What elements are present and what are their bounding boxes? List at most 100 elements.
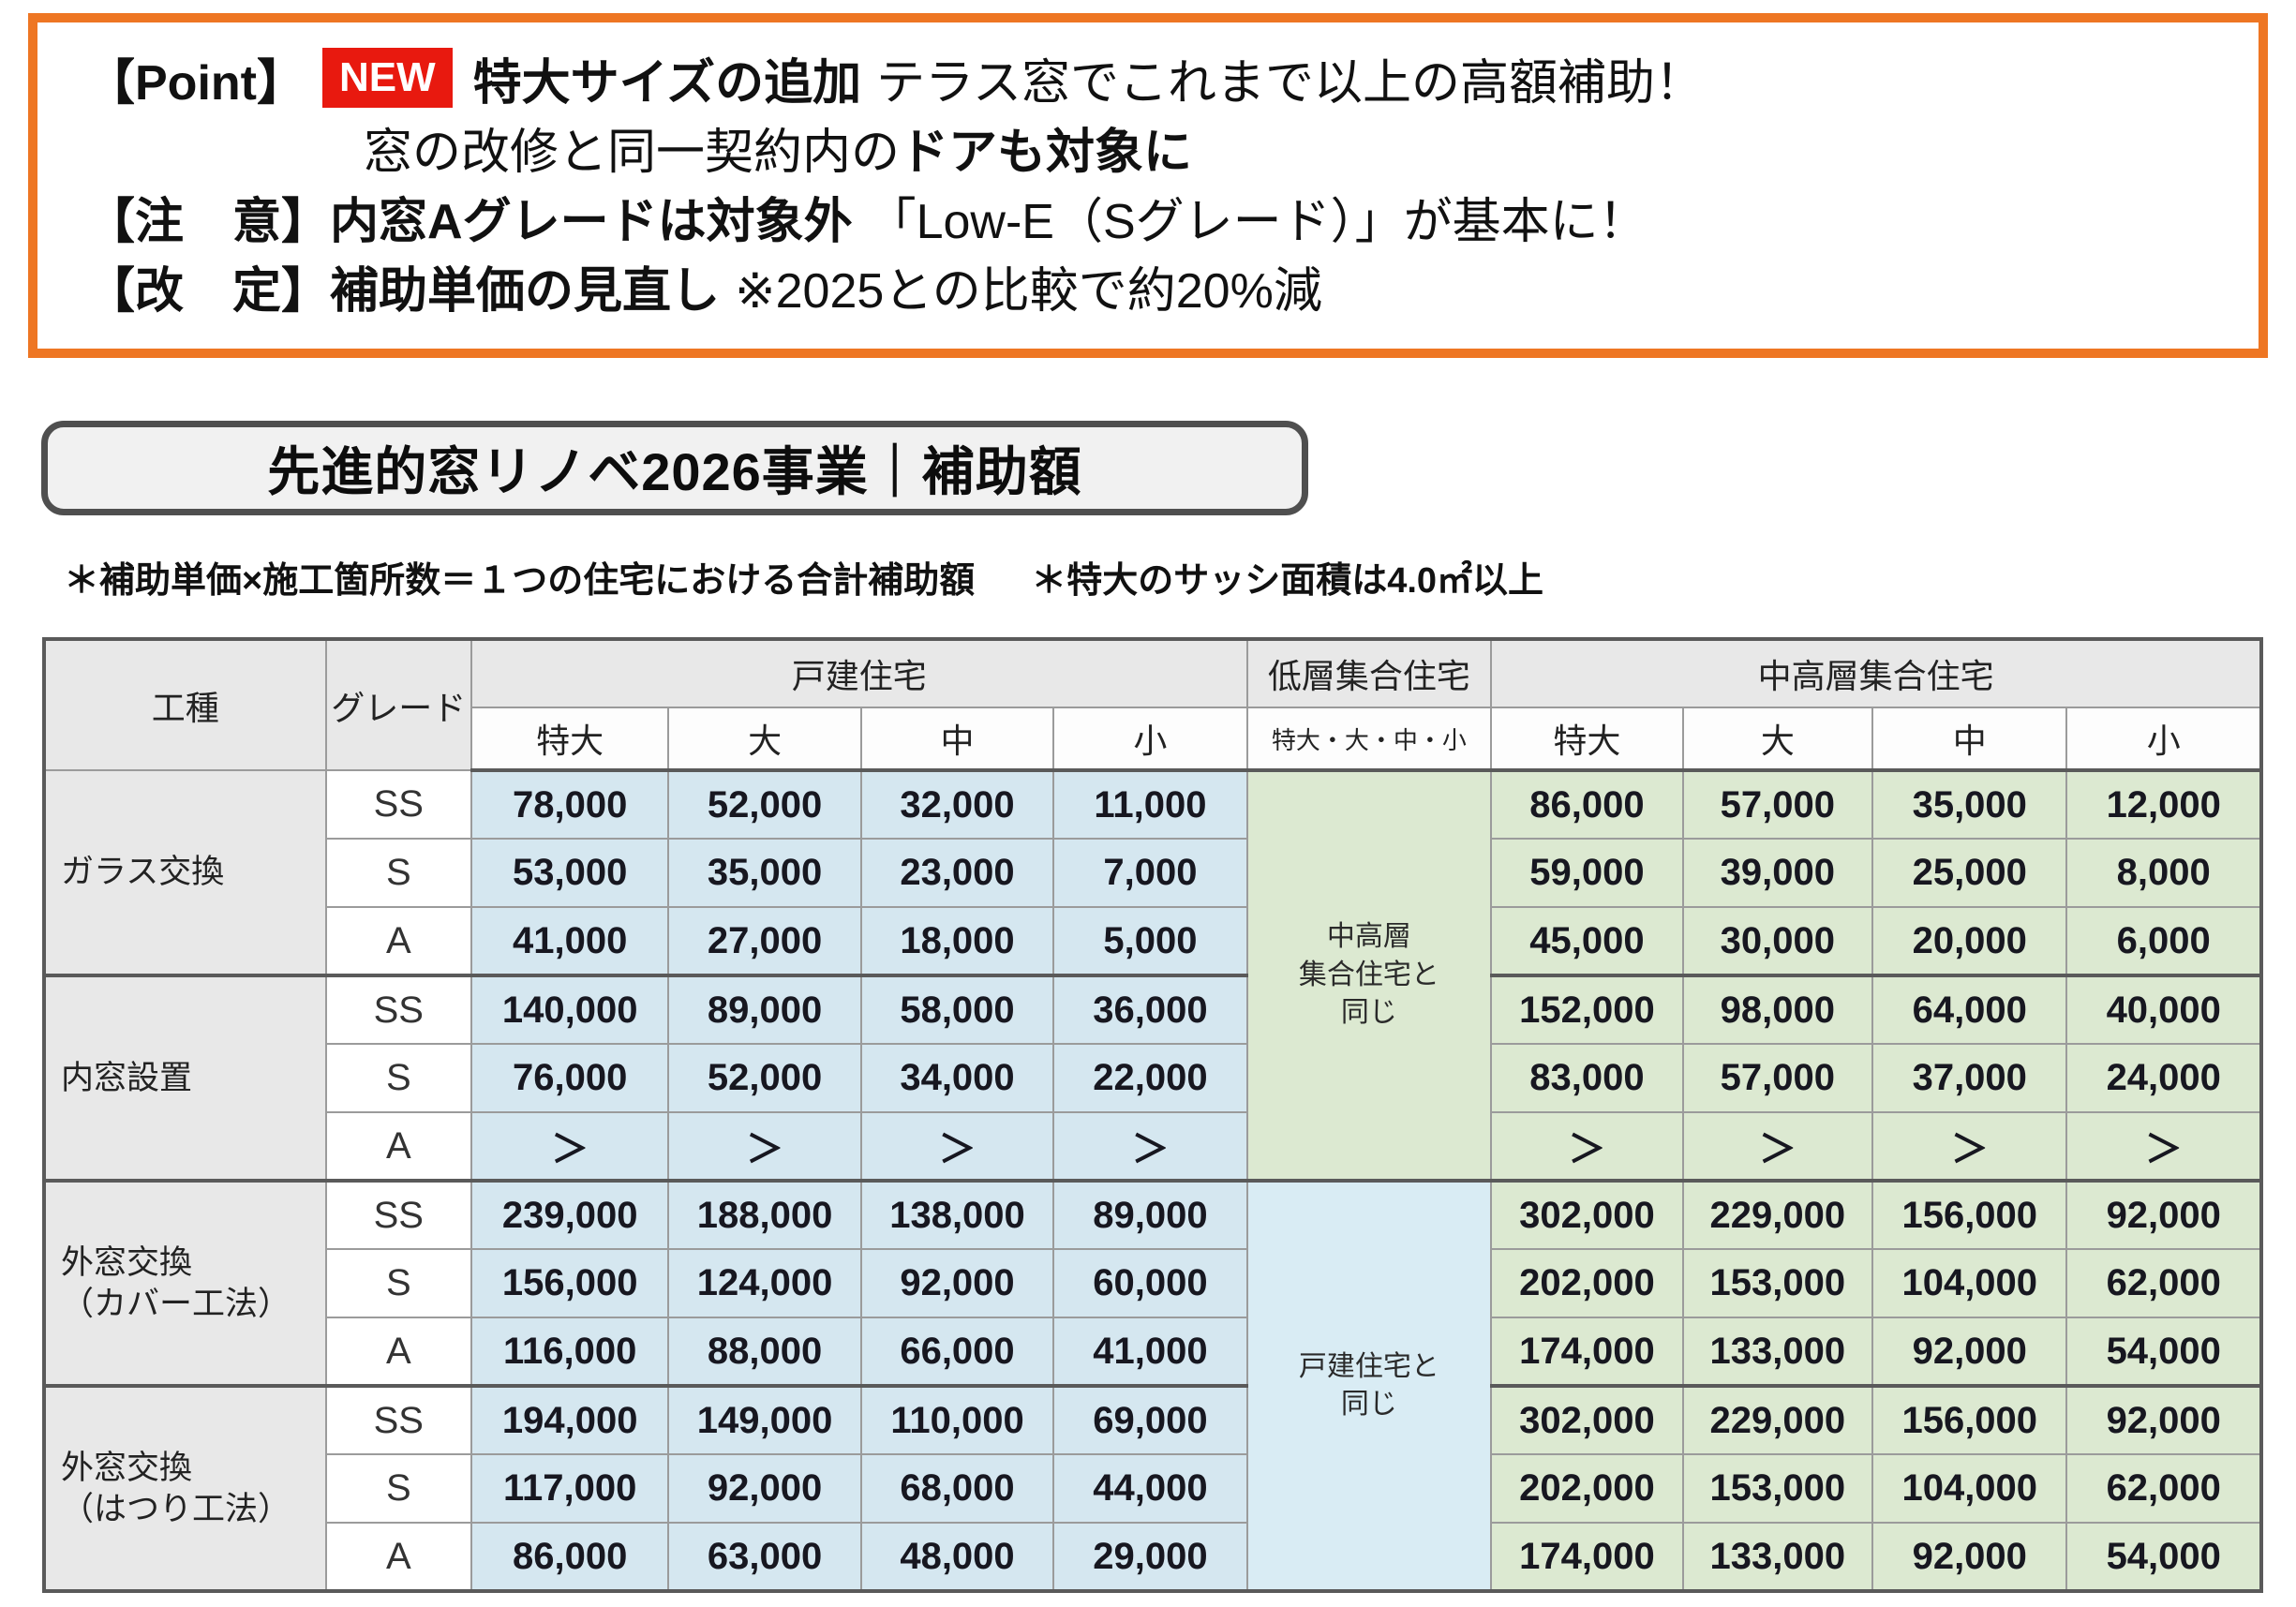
col-header-size: 小 [2065,707,2262,772]
grade-cell: S [324,1043,472,1113]
grade-cell: A [324,1111,472,1182]
value-cell: 152,000 [1490,974,1684,1045]
headline-text: 特大サイズの追加 [472,55,862,111]
col-header-size: 大 [667,707,862,772]
value-cell: 174,000 [1490,1522,1684,1592]
table-row: S 53,000 35,000 23,000 7,000 59,000 39,000 25,0… [44,838,2262,908]
value-cell: 57,000 [1681,769,1874,840]
value-cell: 229,000 [1681,1179,1874,1250]
value-cell: 52,000 [667,1043,862,1113]
value-cell: 89,000 [667,974,862,1045]
value-cell: 63,000 [667,1522,862,1592]
value-cell: 92,000 [1871,1522,2068,1592]
col-header-size: 特大 [1490,707,1684,772]
value-cell: 174,000 [1490,1317,1684,1387]
table-row: S 117,000 92,000 68,000 44,000 202,000 153,000… [44,1453,2262,1524]
headline-text: テラス窓でこれまで以上の高額補助！ [876,55,1705,111]
kind-label: 内窓設置 [61,1059,193,1096]
value-cell: 27,000 [667,906,862,976]
value-cell: 92,000 [2065,1384,2262,1455]
value-cell: ＞ [1052,1111,1248,1182]
value-cell: 8,000 [2065,838,2262,908]
point-line: 【改 定】 補助単価の見直し ※2025との比較で約20%減 [86,251,2259,320]
value-cell: 18,000 [859,906,1055,976]
value-cell: 32,000 [859,769,1055,840]
value-cell: 34,000 [859,1043,1055,1113]
value-cell: 45,000 [1490,906,1684,976]
table-row: ガラス交換 SS 78,000 52,000 32,000 11,000 中高層 集合住宅と同… [43,769,2262,1182]
col-header-size: 特大 [470,707,670,772]
value-cell: 188,000 [667,1179,862,1250]
table-row: A 41,000 27,000 18,000 5,000 45,000 30,000 20,0… [44,906,2262,976]
kind-cell: 外窓交換 （カバー工法） [43,1179,327,1387]
value-cell: 86,000 [1490,769,1684,840]
value-cell: 202,000 [1490,1248,1684,1318]
table-row: 外窓交換 （カバー工法） SS 239,000 188,000 138,000 89,000… [43,1179,2262,1592]
value-cell: 24,000 [2065,1043,2262,1113]
subsidy-table: 工種 グレード 戸建住宅 低層集合住宅 中高層集合住宅 特大大中小特大・大・中・小 特大大中… [42,637,2263,1593]
value-cell: 239,000 [470,1179,670,1250]
value-cell: 68,000 [859,1453,1055,1524]
value-cell: ＞ [667,1111,862,1182]
value-cell: ＞ [859,1111,1055,1182]
value-cell: 6,000 [2065,906,2262,976]
lowrise-note-line: 同じ [1340,1389,1397,1420]
headline-text: 「Low-E（Sグレード）」が基本に！ [867,194,1647,249]
value-cell: 149,000 [667,1384,862,1455]
value-cell: 39,000 [1681,838,1874,908]
point-line: 窓の改修と同一契約内の ドアも対象に [86,112,2259,182]
kind-label: ガラス交換 [61,854,225,891]
grade-cell: A [324,1522,472,1592]
value-cell: 133,000 [1681,1317,1874,1387]
value-cell: 5,000 [1052,906,1248,976]
headline-text: ドアも対象に [900,125,1193,180]
value-cell: 124,000 [667,1248,862,1318]
col-header-size: 中 [859,707,1055,772]
value-cell: 92,000 [859,1248,1055,1318]
grade-cell: A [324,1317,472,1387]
headline-text: 【注 意】 [86,194,331,249]
col-header-kind: 工種 [43,638,327,771]
value-cell: 78,000 [470,769,670,840]
value-cell: 64,000 [1871,974,2068,1045]
value-cell: 98,000 [1681,974,1874,1045]
value-cell: 37,000 [1871,1043,2068,1113]
value-cell: 62,000 [2065,1453,2262,1524]
grade-cell: S [324,1248,472,1318]
col-header-midhigh: 中高層集合住宅 [1490,638,2262,708]
value-cell: 89,000 [1052,1179,1248,1250]
value-cell: 133,000 [1681,1522,1874,1592]
value-cell: 116,000 [470,1317,670,1387]
col-header-detached: 戸建住宅 [470,638,1248,708]
table-row: S 76,000 52,000 34,000 22,000 83,000 57,000 37,… [44,1043,2262,1113]
col-header-lowrise: 低層集合住宅 [1245,638,1493,708]
table-row: S 156,000 124,000 92,000 60,000 202,000 153,00… [44,1248,2262,1318]
value-cell: 20,000 [1871,906,2068,976]
headline-text: 内窓Aグレードは対象外 [330,194,853,249]
value-cell: 194,000 [470,1384,670,1455]
value-cell: 92,000 [2065,1179,2262,1250]
point-box: 【Point】 NEW 特大サイズの追加 テラス窓でこれまで以上の高額補助！ 窓の改修と… [28,13,2268,358]
value-cell: 110,000 [859,1384,1055,1455]
value-cell: ＞ [1490,1111,1684,1182]
value-cell: 62,000 [2065,1248,2262,1318]
value-cell: 54,000 [2065,1522,2262,1592]
value-cell: 48,000 [859,1522,1055,1592]
kind-label: （カバー工法） [61,1285,291,1322]
table-row: 外窓交換 （はつり工法） SS 194,000 149,000 110,000 69,000… [43,1384,2262,1592]
lowrise-note-cell: 戸建住宅と 同じ [1245,1179,1493,1592]
table-header-row: 工種 グレード 戸建住宅 低層集合住宅 中高層集合住宅 [43,638,2262,771]
kind-cell: 内窓設置 [43,974,327,1182]
value-cell: 53,000 [470,838,670,908]
table-notes: ＊補助単価×施工箇所数＝１つの住宅における合計補助額 ＊特大のサッシ面積は4.0… [64,551,1543,603]
value-cell: 138,000 [859,1179,1055,1250]
table-row: A ＞＞＞＞＞＞＞＞ [44,1111,2262,1182]
value-cell: 40,000 [2065,974,2262,1045]
value-cell: 83,000 [1490,1043,1684,1113]
grade-cell: SS [324,1179,472,1250]
value-cell: 52,000 [667,769,862,840]
value-cell: 202,000 [1490,1453,1684,1524]
value-cell: 57,000 [1681,1043,1874,1113]
page-title-text: 先進的窓リノベ2026事業｜補助額 [267,442,1082,501]
